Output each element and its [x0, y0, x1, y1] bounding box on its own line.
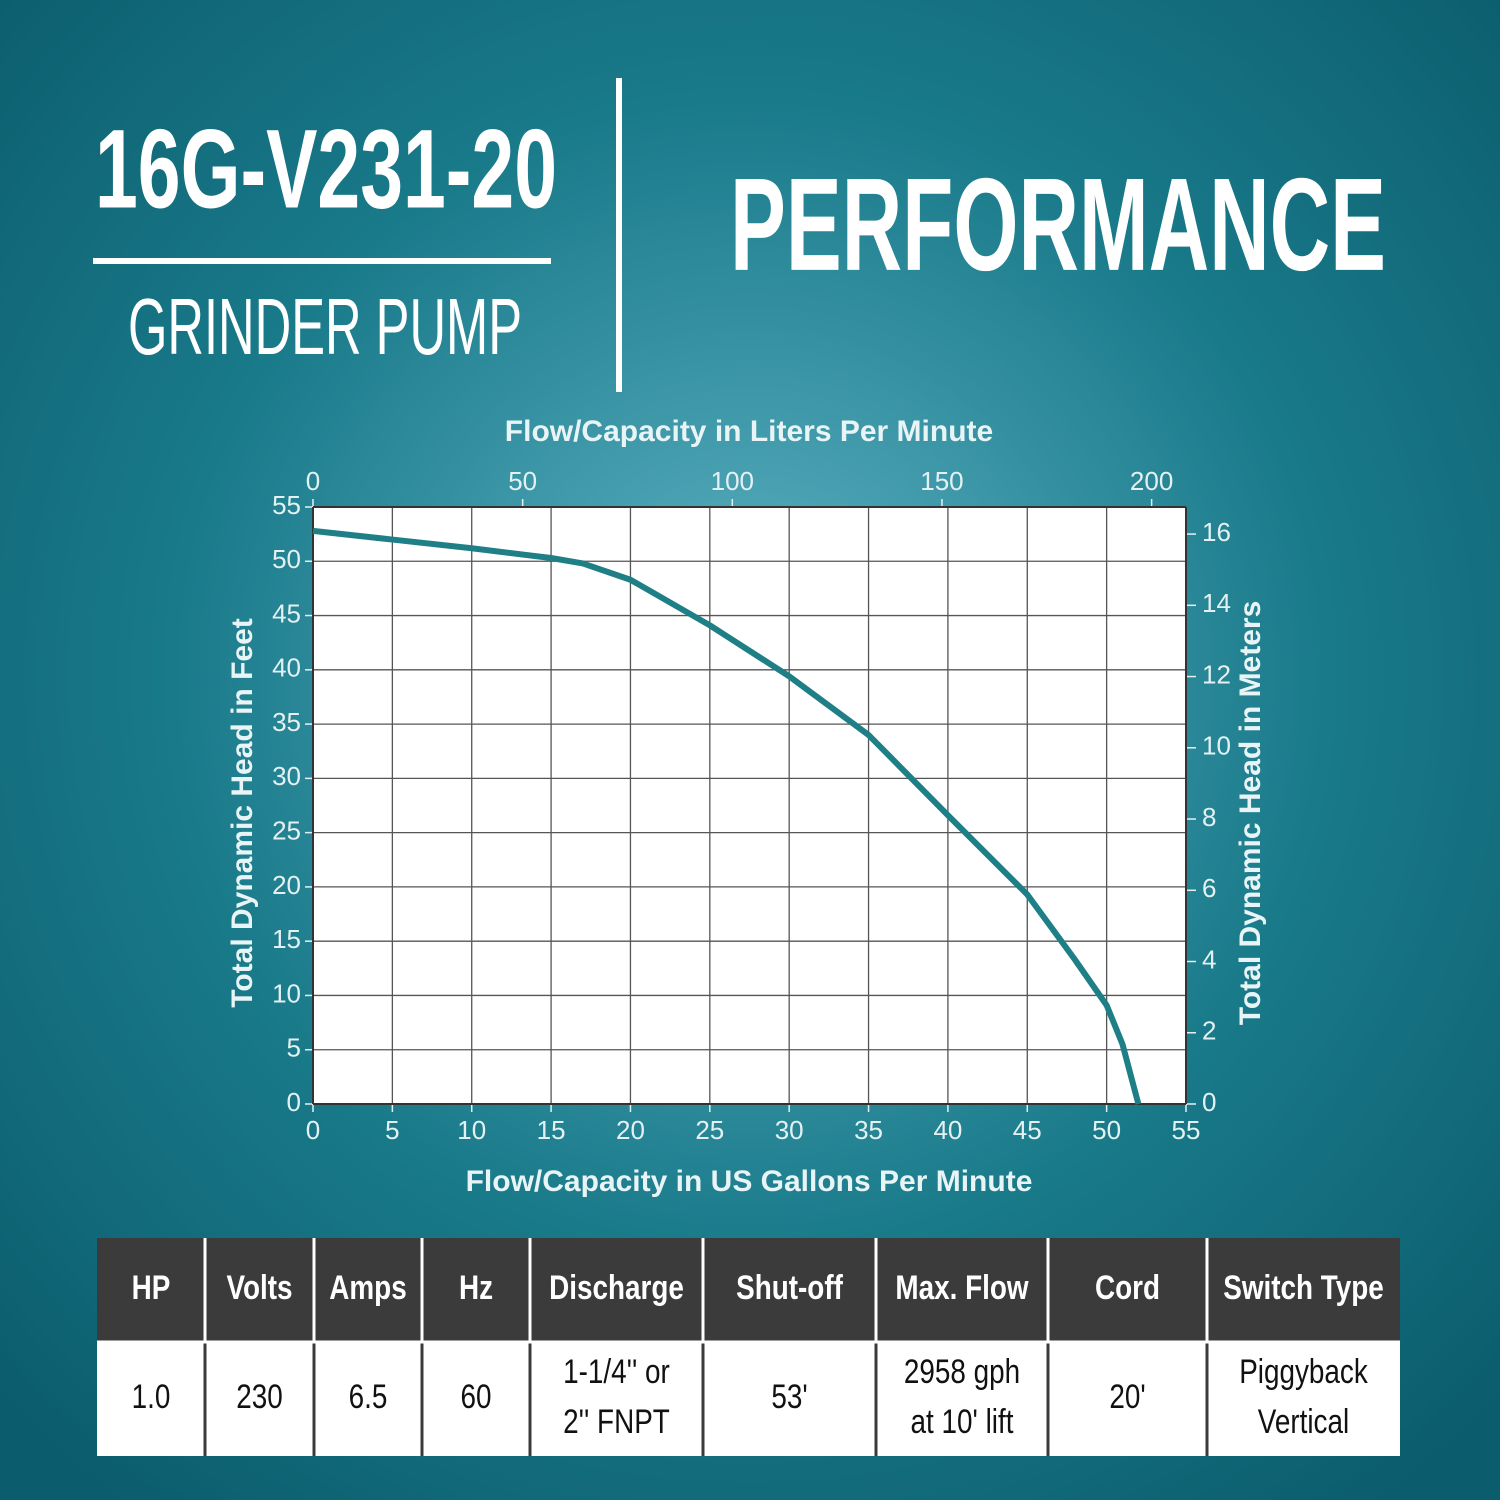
y2-tick-label: 0: [1202, 1087, 1216, 1117]
x-tick-label: 35: [854, 1115, 883, 1145]
y-tick-label: 50: [272, 544, 301, 574]
y-tick-label: 15: [272, 924, 301, 954]
x-tick-label: 40: [933, 1115, 962, 1145]
x-tick-label: 0: [306, 1115, 320, 1145]
column-header: HP: [132, 1268, 171, 1306]
y2-axis-label: Total Dynamic Head in Meters: [1234, 601, 1267, 1026]
x-tick-label: 10: [457, 1115, 486, 1145]
x2-axis-label: Flow/Capacity in Liters Per Minute: [505, 415, 993, 448]
x2-tick-label: 50: [508, 466, 537, 496]
x2-tick-label: 100: [711, 466, 754, 496]
column-header: Hz: [459, 1268, 493, 1306]
y-tick-label: 5: [287, 1033, 301, 1063]
heading: PERFORMANCE: [730, 151, 1386, 298]
y-tick-label: 55: [272, 490, 301, 520]
y2-tick-label: 2: [1202, 1016, 1216, 1046]
y2-tick-label: 16: [1202, 517, 1231, 547]
y-tick-label: 35: [272, 707, 301, 737]
y-tick-label: 40: [272, 653, 301, 683]
cell-text: 6.5: [349, 1377, 388, 1415]
y2-tick-label: 12: [1202, 659, 1231, 689]
cell-text: 53': [771, 1377, 807, 1415]
pump-curve: [312, 527, 1142, 1105]
cell-text: 230: [236, 1377, 283, 1415]
y-tick-label: 25: [272, 816, 301, 846]
cell-text: 2'' FNPT: [563, 1402, 670, 1440]
column-header: Discharge: [549, 1268, 684, 1306]
subtitle: GRINDER PUMP: [128, 282, 522, 371]
x-tick-label: 20: [616, 1115, 645, 1145]
cell-text: 20': [1109, 1377, 1145, 1415]
column-header: Cord: [1095, 1268, 1160, 1306]
column-header: Amps: [329, 1268, 406, 1306]
x-tick-label: 15: [537, 1115, 566, 1145]
cell-text: 1.0: [132, 1377, 171, 1415]
x-tick-label: 30: [775, 1115, 804, 1145]
cell-text: 2958 gph: [904, 1352, 1020, 1390]
column-header: Volts: [226, 1268, 292, 1306]
body-row: [97, 1342, 1400, 1456]
y2-tick-label: 10: [1202, 731, 1231, 761]
y2-tick-label: 6: [1202, 873, 1216, 903]
cell-text: at 10' lift: [911, 1402, 1014, 1440]
spec-table: HP Volts Amps Hz Discharge Shut-off Max. Flow C…: [97, 1238, 1400, 1456]
cell-text: Vertical: [1258, 1402, 1349, 1440]
model: 16G-V231-20: [95, 107, 557, 232]
cell-text: Piggyback: [1239, 1352, 1368, 1390]
x2-tick-label: 0: [306, 466, 320, 496]
x-axis-label: Flow/Capacity in US Gallons Per Minute: [466, 1165, 1033, 1198]
cell-text: 1-1/4'' or: [563, 1352, 670, 1390]
y-tick-label: 30: [272, 761, 301, 791]
x-tick-label: 55: [1172, 1115, 1201, 1145]
divider: [616, 78, 622, 392]
y2-tick-label: 8: [1202, 802, 1216, 832]
y2-tick-label: 14: [1202, 588, 1231, 618]
x-tick-label: 50: [1092, 1115, 1121, 1145]
cell-text: 60: [460, 1377, 491, 1415]
underline: [93, 258, 551, 264]
y-tick-label: 20: [272, 870, 301, 900]
column-header: Switch Type: [1223, 1268, 1384, 1306]
y-axis-label: Total Dynamic Head in Feet: [226, 618, 259, 1008]
y-tick-label: 0: [287, 1087, 301, 1117]
x-tick-label: 5: [385, 1115, 399, 1145]
y2-tick-label: 4: [1202, 944, 1216, 974]
x-tick-label: 45: [1013, 1115, 1042, 1145]
x2-tick-label: 150: [920, 466, 963, 496]
column-header: Max. Flow: [895, 1268, 1029, 1306]
y-tick-label: 10: [272, 978, 301, 1008]
column-header: Shut-off: [736, 1268, 843, 1306]
plot-area: [313, 507, 1186, 1104]
chart: 0 5 10 15 20 25 30 35 40 45 50 55051015202530354045…: [226, 415, 1267, 1198]
y-tick-label: 45: [272, 598, 301, 628]
x-tick-label: 25: [695, 1115, 724, 1145]
x2-tick-label: 200: [1130, 466, 1173, 496]
